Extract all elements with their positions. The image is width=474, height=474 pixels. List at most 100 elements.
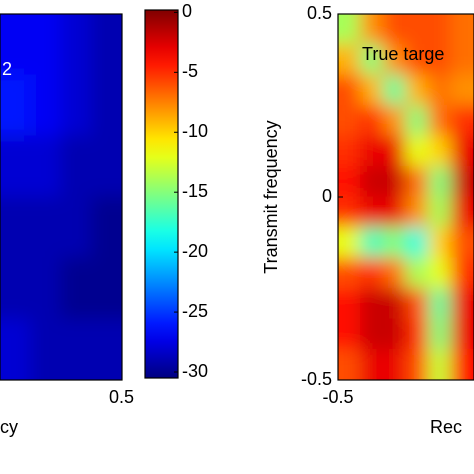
heat-cell — [360, 227, 384, 259]
heat-cell — [450, 349, 474, 380]
heat-cell — [360, 257, 384, 289]
heat-cell — [405, 14, 430, 45]
heat-cell — [450, 135, 474, 167]
heat-cell — [405, 44, 430, 76]
heat-cell — [30, 257, 62, 320]
heat-cell — [338, 257, 362, 289]
heat-cell — [382, 74, 407, 106]
heat-cell — [60, 135, 92, 198]
heatmap-cells — [0, 14, 122, 380]
heat-cell — [382, 44, 407, 76]
heat-cell — [338, 105, 362, 137]
heat-cell — [91, 318, 122, 380]
heat-cell — [0, 14, 31, 76]
x-tick-label: -0.5 — [322, 387, 353, 407]
heat-cell — [0, 257, 31, 320]
heat-cell — [91, 257, 122, 320]
heat-cell — [428, 135, 452, 167]
heat-cell — [428, 349, 452, 380]
heat-cell — [450, 74, 474, 106]
heat-cell — [60, 74, 92, 137]
heat-cell — [338, 166, 362, 198]
heat-cell — [0, 318, 31, 380]
heat-cell — [450, 288, 474, 320]
heat-cell — [338, 135, 362, 167]
heat-cell — [382, 257, 407, 289]
heat-cell — [382, 135, 407, 167]
heat-cell — [428, 227, 452, 259]
heat-cell — [450, 166, 474, 198]
heat-cell — [360, 44, 384, 76]
x-tick-label: 0.5 — [109, 387, 134, 407]
heat-cell — [382, 349, 407, 380]
heat-cell — [91, 14, 122, 76]
heat-cell — [91, 196, 122, 259]
heat-cell — [382, 14, 407, 45]
heat-cell — [360, 166, 384, 198]
heat-cell — [30, 135, 62, 198]
heat-cell — [428, 74, 452, 106]
heat-cell — [405, 257, 430, 289]
heat-cell — [30, 318, 62, 380]
heat-cell — [60, 14, 92, 76]
heat-cell — [338, 14, 362, 45]
colorbar — [144, 9, 179, 379]
y-tick-label: 0.5 — [307, 3, 332, 23]
heat-cell — [450, 14, 474, 45]
heat-cell — [450, 318, 474, 350]
colorbar-tick-label: 0 — [182, 1, 192, 21]
heat-cell — [450, 105, 474, 137]
heat-cell — [382, 105, 407, 137]
colorbar-tick-label: -10 — [182, 121, 208, 141]
plot-frame — [0, 13, 123, 381]
heat-cell — [450, 196, 474, 228]
heat-cell — [450, 257, 474, 289]
heat-cell — [405, 166, 430, 198]
heat-cell — [60, 196, 92, 259]
annotation: 2 — [2, 59, 12, 79]
heat-cell — [91, 74, 122, 137]
heat-cell — [428, 105, 452, 137]
heat-cell — [405, 318, 430, 350]
heatmap — [0, 14, 122, 380]
y-tick-label: -0.5 — [301, 369, 332, 389]
heat-cell — [428, 14, 452, 45]
heat-cell — [450, 227, 474, 259]
x-axis-label: cy — [0, 417, 18, 437]
heat-cell — [428, 166, 452, 198]
heat-cell — [405, 135, 430, 167]
heat-cell — [382, 196, 407, 228]
heat-cell — [30, 196, 62, 259]
heat-cell — [338, 196, 362, 228]
heat-cell — [360, 288, 384, 320]
heat-cell — [405, 349, 430, 380]
colorbar-tick-label: -15 — [182, 181, 208, 201]
heat-cell — [428, 44, 452, 76]
heat-cell — [360, 105, 384, 137]
colorbar-tick-label: -25 — [182, 301, 208, 321]
heat-cell — [360, 135, 384, 167]
heat-cell — [338, 74, 362, 106]
heat-cell — [382, 288, 407, 320]
y-axis-label: Transmit frequency — [261, 120, 281, 273]
heat-cell — [338, 227, 362, 259]
heat-cell — [60, 257, 92, 320]
heat-cell — [405, 105, 430, 137]
heat-cell — [360, 318, 384, 350]
heat-cell — [60, 318, 92, 380]
heat-cell — [30, 14, 62, 76]
annotation: True targe — [362, 44, 444, 64]
heat-cell — [382, 318, 407, 350]
heat-cell — [338, 349, 362, 380]
x-axis-label: Rec — [430, 417, 462, 437]
heat-cell — [360, 74, 384, 106]
heatmap-cells — [338, 14, 474, 380]
heat-cell — [382, 227, 407, 259]
colorbar-tick-label: -30 — [182, 361, 208, 381]
heat-cell — [0, 74, 31, 137]
heat-cell — [360, 349, 384, 380]
heat-cell — [338, 318, 362, 350]
heat-cell — [450, 44, 474, 76]
colorbar-tick-label: -20 — [182, 241, 208, 261]
